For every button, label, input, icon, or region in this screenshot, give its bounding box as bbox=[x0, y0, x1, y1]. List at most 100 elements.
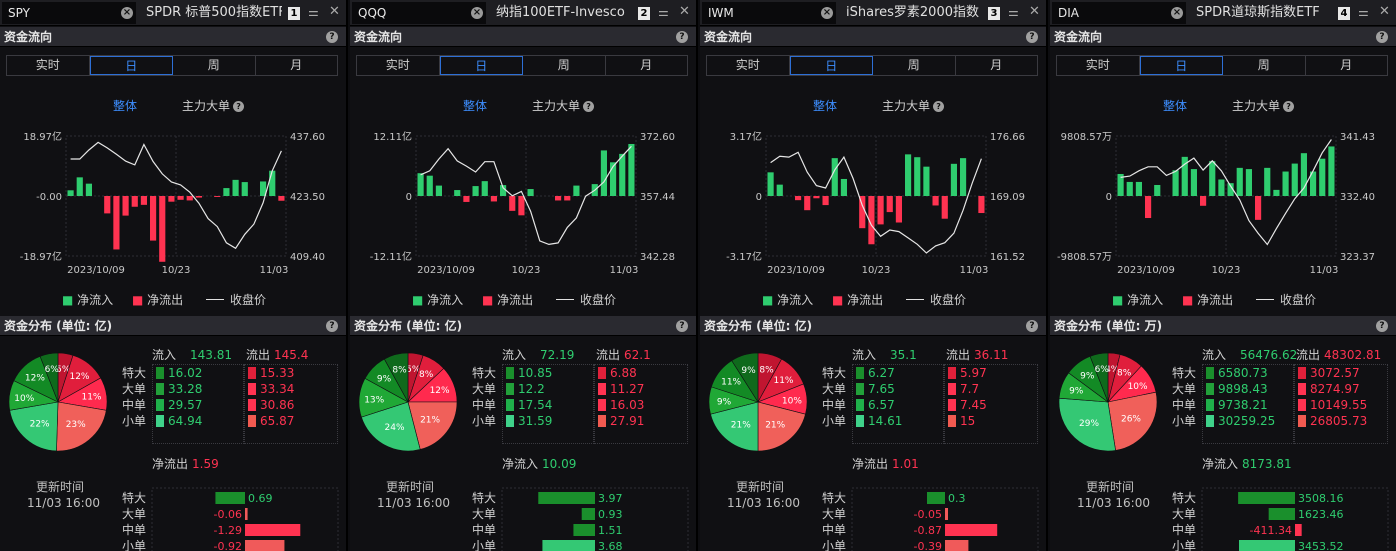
flow-bar bbox=[1319, 158, 1326, 196]
tab-realtime[interactable]: 实时 bbox=[357, 56, 440, 75]
net-flow-label: 净流出 bbox=[152, 457, 189, 471]
symbol-input[interactable]: IWM bbox=[702, 2, 836, 24]
sliders-icon[interactable]: ⚌ bbox=[308, 5, 319, 19]
pie-slice-label: 11% bbox=[773, 376, 793, 386]
tab-week[interactable]: 周 bbox=[173, 56, 256, 75]
pie-slice-label: 9% bbox=[717, 397, 732, 407]
flow-bar bbox=[177, 196, 184, 200]
help-circle-icon[interactable]: ? bbox=[326, 320, 338, 332]
legend-outflow-label: 净流出 bbox=[497, 293, 534, 307]
distribution-table: 特大 6.27 5.97 大单 7.65 7.7 中单 6.57 7.45 小单 14.61 15 bbox=[820, 364, 1040, 444]
distribution-section-header: 资金分布 (单位: 万)? bbox=[1050, 316, 1396, 336]
outflow-grid bbox=[944, 364, 1038, 444]
pie-slice bbox=[731, 352, 759, 404]
inflow-color-swatch bbox=[506, 383, 514, 395]
y-right-tick-label: 323.37 bbox=[1340, 252, 1375, 263]
period-tabs: 实时日周 月 bbox=[6, 55, 338, 76]
tab-month[interactable]: 月 bbox=[640, 58, 653, 72]
net-bar-label: -0.05 bbox=[914, 508, 942, 521]
legend-close-marker bbox=[906, 299, 924, 300]
flow-bar bbox=[1209, 161, 1216, 196]
legend-inflow: ■ 净流入 bbox=[762, 292, 813, 308]
flow-bar bbox=[195, 196, 202, 198]
flow-bar bbox=[186, 196, 193, 201]
net-bar bbox=[1268, 508, 1295, 520]
mode-main-button[interactable]: 主力大单? bbox=[532, 98, 595, 114]
mode-main-button[interactable]: 主力大单? bbox=[182, 98, 245, 114]
net-chart-frame bbox=[1201, 487, 1389, 551]
pie-slice bbox=[383, 352, 409, 403]
y-right-tick-label: 409.40 bbox=[290, 252, 325, 263]
pie-slice-label: 12% bbox=[430, 386, 450, 396]
tab-week[interactable]: 周 bbox=[523, 56, 606, 75]
tab-month[interactable]: 月 bbox=[1340, 58, 1353, 72]
clear-symbol-icon[interactable]: × bbox=[471, 7, 483, 19]
tab-day[interactable]: 日 bbox=[1139, 56, 1223, 75]
inflow-cell-value: 17.54 bbox=[518, 398, 553, 412]
clear-symbol-icon[interactable]: × bbox=[821, 7, 833, 19]
mode-all-button[interactable]: 整体 bbox=[463, 99, 488, 113]
tab-month[interactable]: 月 bbox=[290, 58, 303, 72]
help-circle-icon[interactable]: ? bbox=[326, 31, 338, 43]
outflow-color-swatch bbox=[948, 383, 956, 395]
symbol-input[interactable]: SPY bbox=[2, 2, 136, 24]
close-icon[interactable]: ✕ bbox=[679, 4, 690, 19]
help-circle-icon[interactable]: ? bbox=[676, 31, 688, 43]
help-circle-icon[interactable]: ? bbox=[1283, 101, 1295, 112]
help-circle-icon[interactable]: ? bbox=[583, 101, 595, 112]
outflow-cell-value: 15.33 bbox=[260, 366, 295, 380]
tab-month[interactable]: 月 bbox=[990, 58, 1003, 72]
help-circle-icon[interactable]: ? bbox=[1376, 320, 1388, 332]
net-flow-value: 1.59 bbox=[192, 457, 219, 471]
help-circle-icon[interactable]: ? bbox=[1026, 31, 1038, 43]
tab-day[interactable]: 日 bbox=[789, 56, 873, 75]
mode-all-button[interactable]: 整体 bbox=[113, 99, 138, 113]
chart-legend: ■ 净流入 ■ 净流出 收盘价 bbox=[1050, 292, 1396, 308]
close-icon[interactable]: ✕ bbox=[329, 4, 340, 19]
inflow-cell-value: 10.85 bbox=[518, 366, 553, 380]
net-row-label: 特大 bbox=[1172, 490, 1196, 505]
mode-all-button[interactable]: 整体 bbox=[813, 99, 838, 113]
flow-bar bbox=[1273, 189, 1280, 196]
tab-realtime[interactable]: 实时 bbox=[707, 56, 790, 75]
row-label: 中单 bbox=[472, 398, 497, 412]
help-circle-icon[interactable]: ? bbox=[233, 101, 245, 112]
symbol-input[interactable]: QQQ bbox=[352, 2, 486, 24]
mode-main-button[interactable]: 主力大单? bbox=[882, 98, 945, 114]
tab-day[interactable]: 日 bbox=[89, 56, 173, 75]
x-tick-label: 11/03 bbox=[260, 265, 289, 276]
tab-day[interactable]: 日 bbox=[439, 56, 523, 75]
symbol-input[interactable]: DIA bbox=[1052, 2, 1186, 24]
pie-slice-label: 23% bbox=[66, 420, 86, 430]
help-circle-icon[interactable]: ? bbox=[933, 101, 945, 112]
tab-realtime[interactable]: 实时 bbox=[1057, 56, 1140, 75]
help-circle-icon[interactable]: ? bbox=[1026, 320, 1038, 332]
clear-symbol-icon[interactable]: × bbox=[1171, 7, 1183, 19]
help-circle-icon[interactable]: ? bbox=[1376, 31, 1388, 43]
pie-slice-label: 8% bbox=[1117, 369, 1132, 379]
updated-time: 11/03 16:00 bbox=[377, 496, 450, 510]
flow-bar bbox=[113, 196, 120, 250]
tab-realtime[interactable]: 实时 bbox=[7, 56, 90, 75]
flow-bar bbox=[1117, 173, 1124, 196]
tab-week[interactable]: 周 bbox=[1223, 56, 1306, 75]
legend-outflow-marker: ■ bbox=[1182, 293, 1198, 307]
flow-bar bbox=[1154, 184, 1161, 196]
inflow-cell-value: 6.27 bbox=[868, 366, 895, 380]
sliders-icon[interactable]: ⚌ bbox=[1008, 5, 1019, 19]
flow-section-title: 资金流向 bbox=[704, 30, 753, 44]
help-circle-icon[interactable]: ? bbox=[676, 320, 688, 332]
flow-bar bbox=[1245, 169, 1252, 196]
sliders-icon[interactable]: ⚌ bbox=[1358, 5, 1369, 19]
sliders-icon[interactable]: ⚌ bbox=[658, 5, 669, 19]
mode-all-button[interactable]: 整体 bbox=[1163, 99, 1188, 113]
y-right-tick-label: 341.43 bbox=[1340, 132, 1375, 143]
mode-main-button[interactable]: 主力大单? bbox=[1232, 98, 1295, 114]
flow-bar bbox=[923, 166, 930, 196]
clear-symbol-icon[interactable]: × bbox=[121, 7, 133, 19]
tab-week[interactable]: 周 bbox=[873, 56, 956, 75]
y-right-tick-label: 342.28 bbox=[640, 252, 675, 263]
close-icon[interactable]: ✕ bbox=[1379, 4, 1390, 19]
row-label: 大单 bbox=[122, 382, 147, 396]
close-icon[interactable]: ✕ bbox=[1029, 4, 1040, 19]
